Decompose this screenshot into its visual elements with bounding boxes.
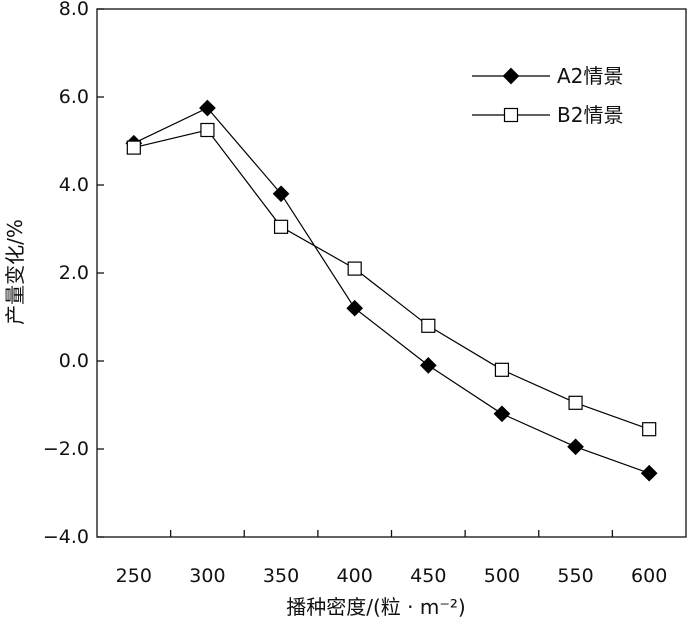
data-point: [199, 99, 216, 117]
y-axis-title: 产量变化/%: [3, 219, 27, 325]
plot-border: [96, 8, 687, 538]
data-point: [273, 219, 289, 234]
y-tick-label: −2.0: [43, 438, 89, 460]
y-tick-label: 4.0: [59, 174, 89, 196]
x-tick-label: 250: [116, 565, 152, 587]
data-point: [642, 422, 657, 437]
y-tick-label: 0.0: [59, 350, 89, 372]
x-tick-label: 550: [557, 565, 593, 587]
data-point: [494, 362, 510, 377]
legend-marker: [502, 67, 520, 85]
data-point: [640, 464, 658, 482]
x-tick-label: 300: [189, 565, 225, 587]
data-point: [126, 140, 141, 155]
data-point: [421, 318, 436, 333]
legend-item: B2情景: [472, 103, 623, 127]
y-tick-label: −4.0: [43, 526, 89, 548]
data-point: [567, 438, 584, 456]
x-tick-label: 500: [484, 565, 520, 587]
legend: A2情景 B2情景: [472, 64, 623, 127]
data-point: [568, 395, 583, 410]
y-axis: 8.0 6.0 4.0 2.0 0.0 −2.0 −4.0: [43, 0, 104, 548]
x-tick-label: 350: [263, 565, 299, 587]
series-1: [125, 99, 658, 482]
data-point: [493, 405, 511, 423]
y-tick-label: 2.0: [59, 262, 89, 284]
data-point: [272, 185, 290, 203]
x-axis-title: 播种密度/(粒 · m⁻²): [286, 595, 465, 619]
y-tick-label: 8.0: [59, 0, 89, 20]
legend-item: A2情景: [472, 64, 623, 88]
y-tick-label: 6.0: [59, 86, 89, 108]
series-line: [133, 107, 650, 474]
x-tick-label: 450: [410, 565, 446, 587]
plot-frame: [96, 8, 687, 538]
data-point: [347, 261, 362, 276]
x-tick-label: 400: [337, 565, 373, 587]
series-layer: [125, 99, 658, 482]
data-point: [419, 357, 437, 374]
x-axis: 250 300 350 400 450 500 550 600: [116, 530, 667, 587]
legend-label: B2情景: [557, 103, 623, 127]
series-line: [133, 129, 650, 430]
data-point: [200, 122, 215, 138]
x-tick-label: 600: [631, 565, 667, 587]
series-2: [126, 122, 657, 437]
legend-marker: [503, 107, 519, 123]
data-point: [346, 299, 364, 317]
legend-label: A2情景: [557, 64, 623, 88]
